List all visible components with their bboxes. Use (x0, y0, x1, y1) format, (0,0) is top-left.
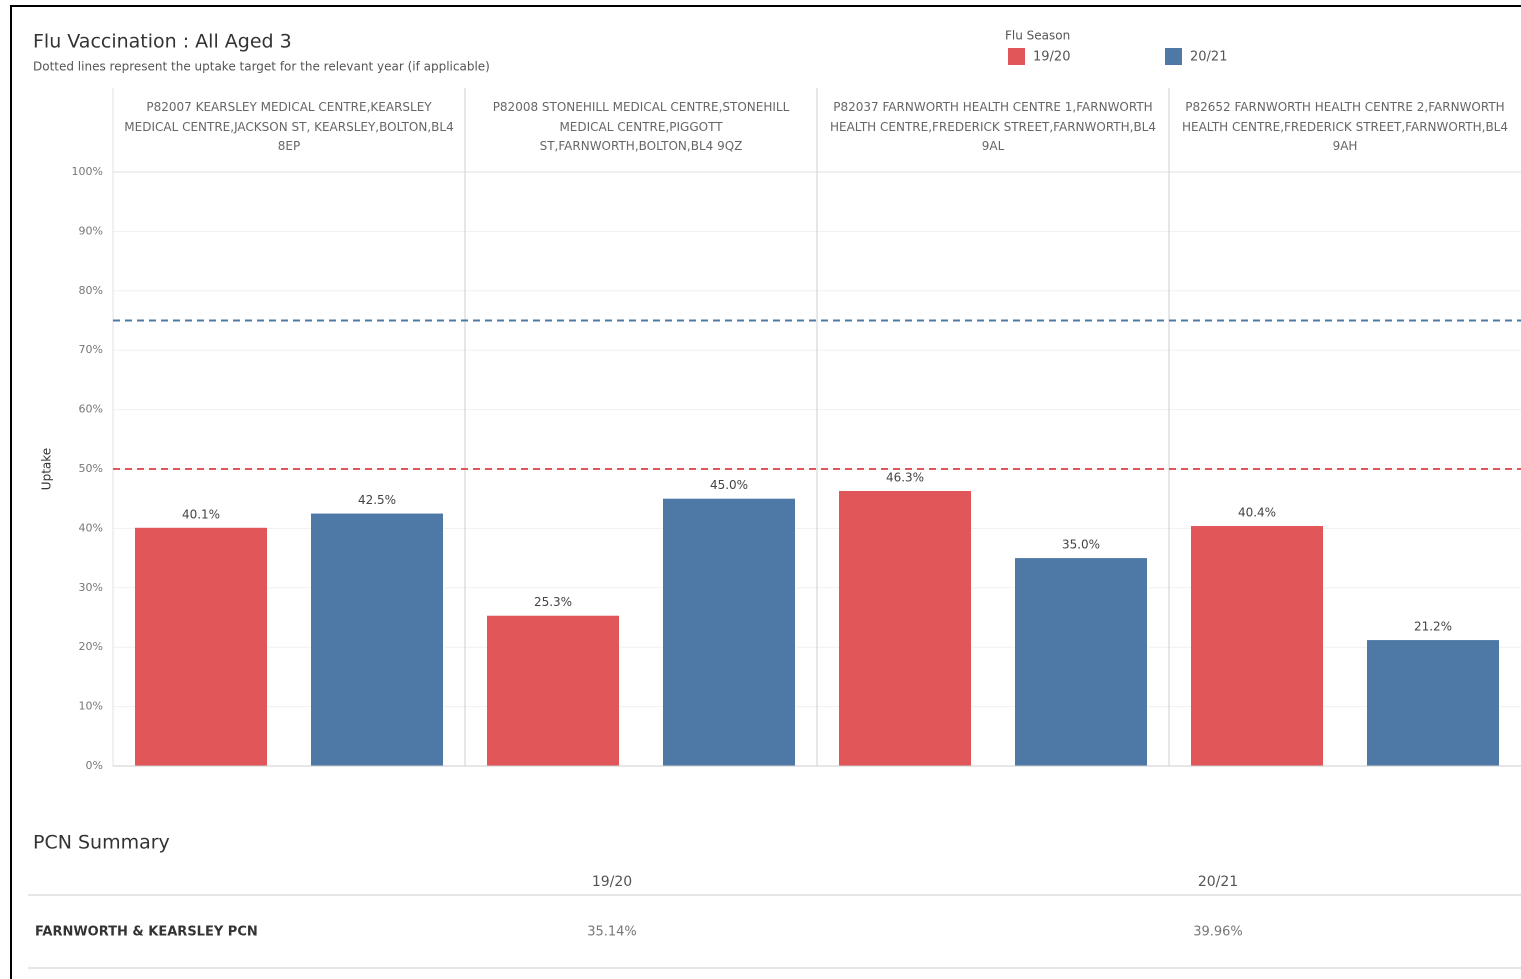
y-tick-label: 100% (72, 165, 103, 178)
y-tick-label: 30% (79, 581, 103, 594)
chart-subtitle: Dotted lines represent the uptake target… (33, 60, 490, 74)
y-tick-label: 70% (79, 343, 103, 356)
bar (311, 513, 443, 766)
value-label: 46.3% (886, 470, 924, 484)
table-row-label: FARNWORTH & KEARSLEY PCN (35, 925, 258, 940)
value-label: 42.5% (358, 493, 396, 507)
chart-title: Flu Vaccination : All Aged 3 (33, 31, 292, 53)
y-tick-label: 10% (79, 700, 103, 713)
y-tick-label: 40% (79, 521, 103, 534)
bar (663, 498, 795, 766)
bar (1015, 558, 1147, 766)
panel-header: P82652 FARNWORTH HEALTH CENTRE 2,FARNWOR… (1181, 100, 1508, 153)
table-column-header: 20/21 (1198, 874, 1238, 890)
panel-header: P82007 KEARSLEY MEDICAL CENTRE,KEARSLEY … (124, 100, 454, 153)
bar (135, 527, 267, 766)
y-tick-label: 60% (79, 403, 103, 416)
y-tick-label: 50% (79, 462, 103, 475)
value-label: 21.2% (1414, 620, 1452, 634)
bar (487, 615, 619, 766)
value-label: 25.3% (534, 595, 572, 609)
y-tick-label: 90% (79, 224, 103, 237)
table-title: PCN Summary (33, 832, 170, 854)
value-label: 35.0% (1062, 538, 1100, 552)
bar (839, 490, 971, 766)
y-tick-label: 80% (79, 284, 103, 297)
legend-swatch (1008, 48, 1025, 65)
bar (1367, 640, 1499, 766)
table-cell: 35.14% (587, 925, 637, 940)
table-column-header: 19/20 (592, 874, 632, 890)
value-label: 40.1% (182, 507, 220, 521)
table-cell: 39.96% (1193, 925, 1243, 940)
bar (1191, 526, 1323, 766)
legend-label: 20/21 (1190, 50, 1227, 65)
panel-header: P82008 STONEHILL MEDICAL CENTRE,STONEHIL… (492, 100, 790, 153)
legend-title: Flu Season (1005, 29, 1070, 43)
panel-header: P82037 FARNWORTH HEALTH CENTRE 1,FARNWOR… (829, 100, 1156, 153)
value-label: 45.0% (710, 478, 748, 492)
y-tick-label: 20% (79, 640, 103, 653)
y-tick-label: 0% (86, 759, 103, 772)
y-axis-label: Uptake (40, 448, 54, 490)
legend-label: 19/20 (1033, 50, 1070, 65)
value-label: 40.4% (1238, 506, 1276, 520)
legend-swatch (1165, 48, 1182, 65)
